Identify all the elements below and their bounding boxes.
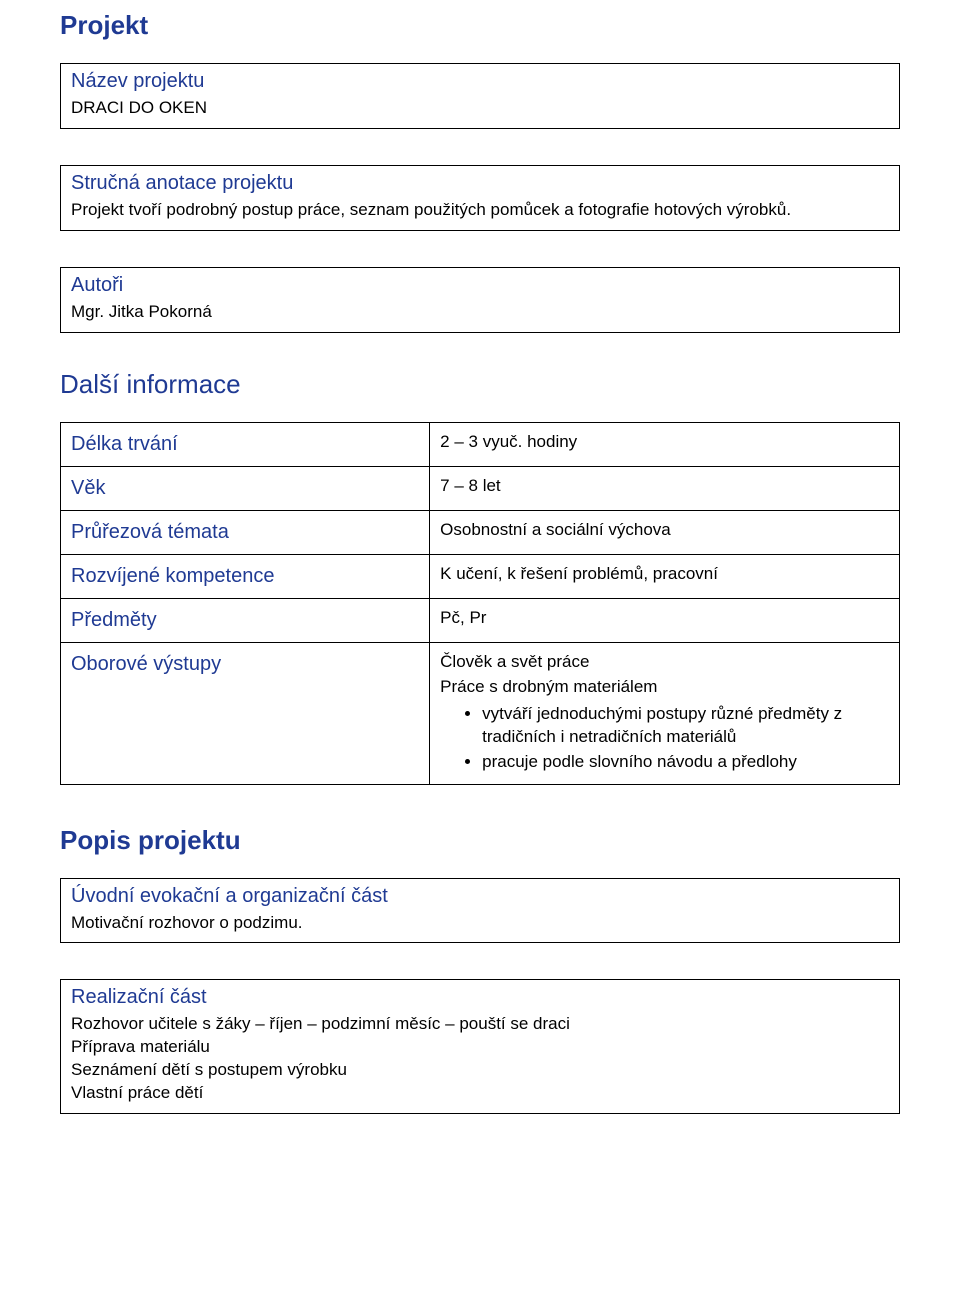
annotation-title: Stručná anotace projektu: [61, 166, 899, 195]
outputs-value-cell: Člověk a svět práce Práce s drobným mate…: [430, 642, 900, 784]
authors-value: Mgr. Jitka Pokorná: [61, 297, 899, 332]
table-row: Délka trvání 2 – 3 vyuč. hodiny: [61, 422, 900, 466]
table-row: Předměty Pč, Pr: [61, 598, 900, 642]
list-item: vytváří jednoduchými postupy různé předm…: [482, 703, 889, 749]
table-row: Průřezová témata Osobnostní a sociální v…: [61, 510, 900, 554]
heading-description: Popis projektu: [60, 825, 900, 856]
heading-more-info: Další informace: [60, 369, 900, 400]
subjects-label: Předměty: [61, 598, 430, 642]
subjects-value: Pč, Pr: [430, 598, 900, 642]
project-name-title: Název projektu: [61, 64, 899, 93]
table-row: Oborové výstupy Člověk a svět práce Prác…: [61, 642, 900, 784]
outputs-line2: Práce s drobným materiálem: [440, 676, 889, 699]
competence-value: K učení, k řešení problémů, pracovní: [430, 554, 900, 598]
realization-title: Realizační část: [61, 980, 899, 1009]
intro-title: Úvodní evokační a organizační část: [61, 879, 899, 908]
realization-line: Příprava materiálu: [71, 1036, 889, 1059]
realization-line: Rozhovor učitele s žáky – říjen – podzim…: [71, 1013, 889, 1036]
list-item: pracuje podle slovního návodu a předlohy: [482, 751, 889, 774]
table-row: Věk 7 – 8 let: [61, 466, 900, 510]
crosscut-value: Osobnostní a sociální výchova: [430, 510, 900, 554]
age-label: Věk: [61, 466, 430, 510]
table-row: Rozvíjené kompetence K učení, k řešení p…: [61, 554, 900, 598]
document-page: Projekt Název projektu DRACI DO OKEN Str…: [0, 0, 960, 1302]
intro-box: Úvodní evokační a organizační část Motiv…: [60, 878, 900, 944]
duration-value: 2 – 3 vyuč. hodiny: [430, 422, 900, 466]
duration-label: Délka trvání: [61, 422, 430, 466]
realization-line: Vlastní práce dětí: [71, 1082, 889, 1105]
annotation-value: Projekt tvoří podrobný postup práce, sez…: [61, 195, 899, 230]
crosscut-label: Průřezová témata: [61, 510, 430, 554]
project-name-box: Název projektu DRACI DO OKEN: [60, 63, 900, 129]
heading-project: Projekt: [60, 10, 900, 41]
outputs-label: Oborové výstupy: [61, 642, 430, 784]
info-table: Délka trvání 2 – 3 vyuč. hodiny Věk 7 – …: [60, 422, 900, 785]
realization-line: Seznámení dětí s postupem výrobku: [71, 1059, 889, 1082]
annotation-box: Stručná anotace projektu Projekt tvoří p…: [60, 165, 900, 231]
outputs-list: vytváří jednoduchými postupy různé předm…: [440, 703, 889, 774]
realization-box: Realizační část Rozhovor učitele s žáky …: [60, 979, 900, 1114]
project-name-value: DRACI DO OKEN: [61, 93, 899, 128]
competence-label: Rozvíjené kompetence: [61, 554, 430, 598]
authors-title: Autoři: [61, 268, 899, 297]
authors-box: Autoři Mgr. Jitka Pokorná: [60, 267, 900, 333]
intro-value: Motivační rozhovor o podzimu.: [61, 908, 899, 943]
realization-content: Rozhovor učitele s žáky – říjen – podzim…: [61, 1009, 899, 1113]
age-value: 7 – 8 let: [430, 466, 900, 510]
outputs-line1: Člověk a svět práce: [440, 651, 889, 674]
